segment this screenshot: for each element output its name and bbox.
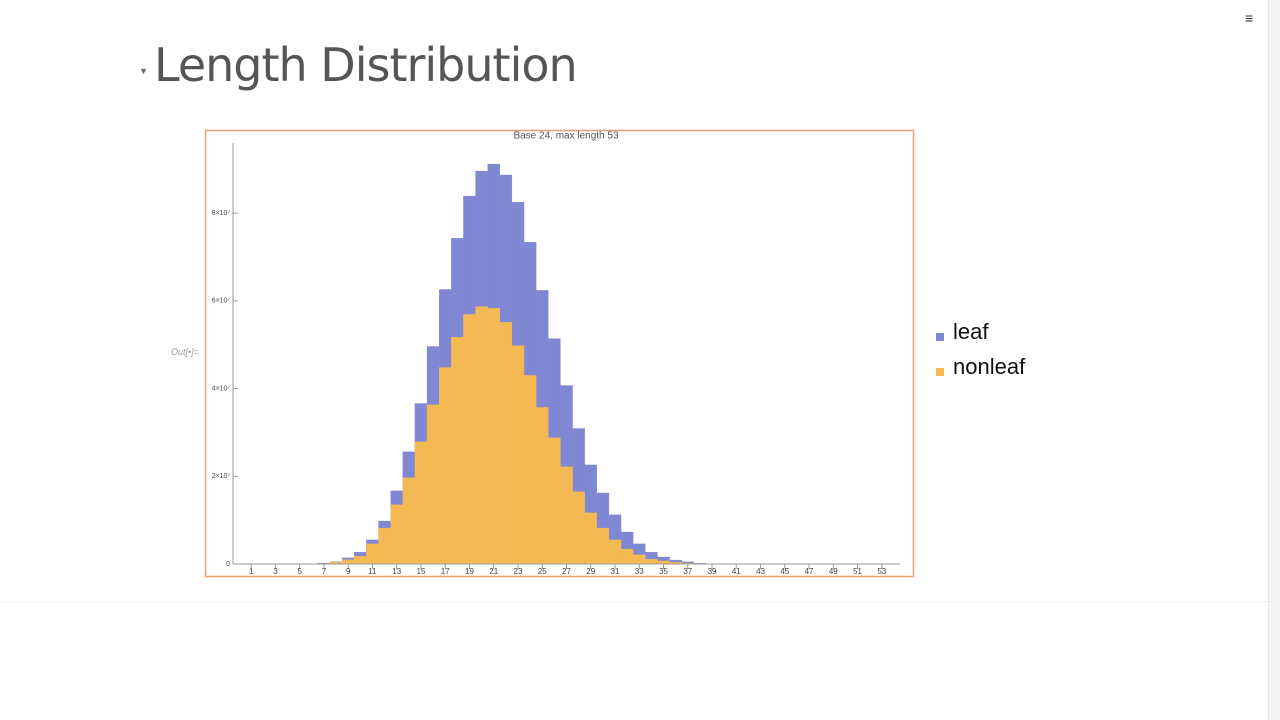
- selection-frame: [204, 129, 915, 578]
- bar: [596, 527, 610, 565]
- x-tick-label: 35: [659, 567, 668, 576]
- x-tick-label: 15: [417, 567, 426, 576]
- bar: [378, 527, 391, 565]
- scrollbar[interactable]: [1268, 0, 1280, 720]
- bar: [341, 559, 355, 565]
- x-tick-label: 13: [392, 567, 401, 576]
- bar: [560, 466, 573, 565]
- x-tick-label: 31: [611, 567, 620, 576]
- bar: [463, 314, 476, 565]
- x-tick-label: 7: [322, 567, 327, 576]
- separator: [0, 601, 1268, 602]
- x-tick-label: 5: [297, 567, 302, 576]
- section-title: Length Distribution: [154, 38, 578, 92]
- x-tick-label: 3: [273, 567, 278, 576]
- y-tick-label: 0: [226, 561, 230, 568]
- bar: [487, 308, 500, 565]
- x-tick-label: 25: [538, 567, 547, 576]
- legend-swatch: [936, 333, 944, 341]
- x-tick-label: 37: [683, 567, 692, 576]
- y-tick-label: 8×10⁷: [212, 210, 231, 217]
- cell-label: Out[•]=: [171, 347, 199, 357]
- x-tick-label: 11: [368, 567, 377, 576]
- x-tick-label: 53: [877, 567, 886, 576]
- x-tick-label: 9: [346, 567, 351, 576]
- x-tick-label: 19: [465, 567, 474, 576]
- y-tick-label: 6×10⁷: [212, 298, 231, 305]
- x-tick-label: 23: [514, 567, 523, 576]
- x-tick-label: 1: [249, 567, 254, 576]
- bar: [402, 477, 416, 565]
- bar: [608, 539, 622, 565]
- menu-button[interactable]: ≡: [1245, 10, 1254, 26]
- bar: [620, 548, 634, 565]
- x-tick-label: 41: [732, 567, 741, 576]
- x-tick-label: 27: [562, 567, 571, 576]
- bar: [633, 554, 646, 565]
- bar: [511, 345, 525, 565]
- bar: [475, 306, 488, 565]
- bar: [548, 437, 561, 565]
- bar: [572, 491, 585, 565]
- chart-title: Base 24, max length 53: [513, 131, 619, 142]
- x-tick-label: 49: [829, 567, 838, 576]
- legend-label: nonleaf: [953, 354, 1026, 379]
- bar: [414, 441, 428, 565]
- y-tick-label: 2×10⁷: [212, 473, 231, 480]
- bar: [426, 404, 440, 565]
- bar: [499, 322, 513, 565]
- x-tick-label: 21: [489, 567, 498, 576]
- bar: [536, 407, 549, 565]
- x-tick-label: 39: [708, 567, 717, 576]
- x-tick-label: 51: [853, 567, 862, 576]
- bar: [390, 504, 403, 565]
- cell-toggle[interactable]: ▼: [139, 66, 148, 76]
- bar: [584, 512, 597, 565]
- bar: [439, 367, 452, 565]
- bar: [366, 543, 379, 565]
- x-tick-label: 43: [756, 567, 765, 576]
- bar: [645, 559, 658, 565]
- bar: [523, 375, 537, 565]
- x-tick-label: 47: [805, 567, 814, 576]
- x-tick-label: 33: [635, 567, 644, 576]
- legend-label: leaf: [953, 319, 989, 344]
- x-tick-label: 45: [780, 567, 789, 576]
- y-tick-label: 4×10⁷: [212, 385, 231, 392]
- x-tick-label: 29: [586, 567, 595, 576]
- x-tick-label: 17: [441, 567, 450, 576]
- legend-swatch: [936, 368, 944, 376]
- bar: [354, 555, 367, 565]
- bar: [451, 337, 464, 565]
